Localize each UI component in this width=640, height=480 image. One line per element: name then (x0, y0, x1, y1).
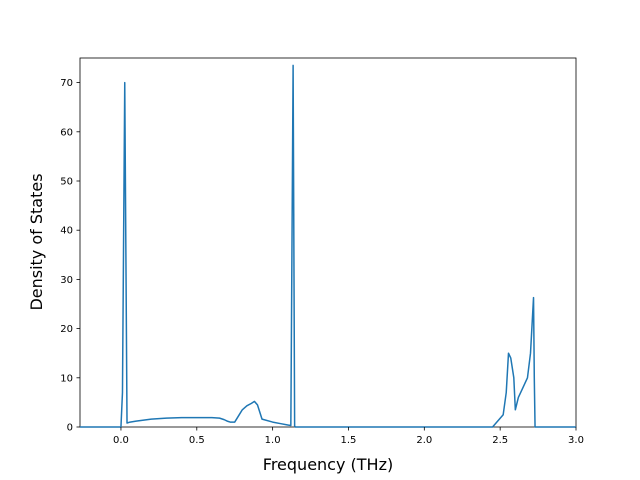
y-tick-label: 60 (60, 127, 73, 138)
y-tick-label: 10 (60, 373, 73, 384)
x-tick-label: 2.5 (492, 435, 508, 446)
y-tick-label: 70 (60, 78, 73, 89)
x-axis-label: Frequency (THz) (263, 455, 393, 474)
y-axis-label: Density of States (27, 173, 46, 310)
x-tick-label: 0.0 (113, 435, 129, 446)
y-tick-label: 30 (60, 275, 73, 286)
y-axis-ticks: 0 10 20 30 40 50 60 70 (60, 78, 80, 434)
x-tick-label: 1.0 (265, 435, 281, 446)
plot-area (79, 57, 577, 428)
y-tick-label: 50 (60, 177, 73, 188)
y-tick-label: 40 (60, 226, 73, 237)
x-tick-label: 2.0 (416, 435, 432, 446)
y-tick-label: 0 (67, 423, 73, 434)
x-axis-ticks: 0.0 0.5 1.0 1.5 2.0 2.5 3.0 (113, 427, 584, 446)
x-tick-label: 1.5 (341, 435, 357, 446)
series-line-dos (80, 64, 576, 428)
x-tick-label: 3.0 (568, 435, 584, 446)
plot-frame (79, 57, 577, 428)
y-tick-label: 20 (60, 324, 73, 335)
x-tick-label: 0.5 (189, 435, 205, 446)
